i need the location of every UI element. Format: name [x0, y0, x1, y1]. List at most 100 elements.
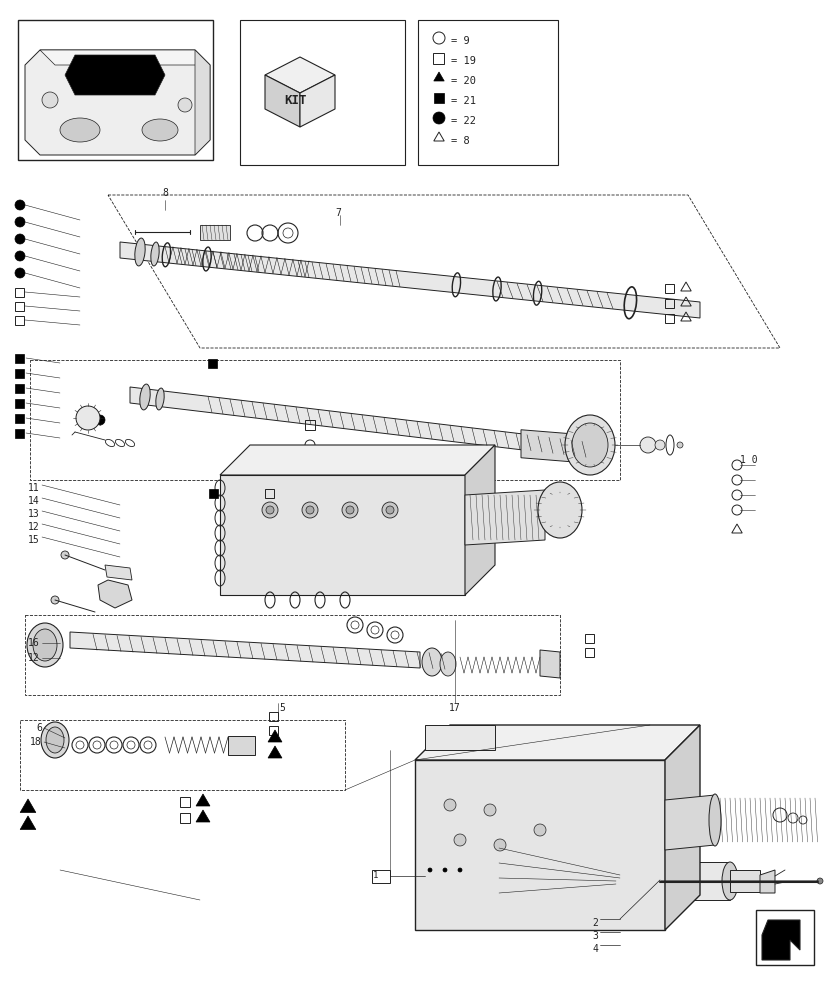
Polygon shape	[195, 50, 210, 155]
Text: = 9: = 9	[451, 36, 469, 46]
Text: = 8: = 8	[451, 136, 469, 146]
Polygon shape	[664, 795, 715, 850]
Circle shape	[533, 824, 545, 836]
Polygon shape	[196, 794, 210, 806]
Polygon shape	[227, 736, 255, 755]
Polygon shape	[424, 725, 495, 750]
Polygon shape	[433, 72, 443, 81]
Text: 13: 13	[28, 509, 40, 519]
Circle shape	[816, 878, 822, 884]
Polygon shape	[414, 760, 664, 930]
Circle shape	[676, 442, 682, 448]
Polygon shape	[433, 93, 443, 103]
Polygon shape	[120, 242, 699, 318]
Ellipse shape	[571, 423, 607, 467]
Polygon shape	[40, 50, 210, 65]
Circle shape	[15, 268, 25, 278]
Ellipse shape	[654, 440, 664, 450]
Ellipse shape	[46, 727, 64, 753]
Polygon shape	[20, 816, 36, 830]
Polygon shape	[729, 870, 759, 892]
Polygon shape	[16, 368, 25, 377]
Polygon shape	[16, 383, 25, 392]
Polygon shape	[265, 75, 299, 127]
Ellipse shape	[721, 862, 737, 900]
Ellipse shape	[422, 648, 442, 676]
Circle shape	[489, 888, 499, 898]
Text: = 21: = 21	[451, 96, 476, 106]
Circle shape	[15, 234, 25, 244]
Ellipse shape	[141, 119, 178, 141]
Circle shape	[95, 415, 105, 425]
Text: KIT: KIT	[284, 94, 306, 106]
Circle shape	[346, 506, 354, 514]
Polygon shape	[25, 50, 210, 155]
Text: = 22: = 22	[451, 116, 476, 126]
Ellipse shape	[151, 242, 159, 266]
Circle shape	[51, 596, 59, 604]
Text: 7: 7	[335, 208, 341, 218]
Circle shape	[61, 551, 69, 559]
Circle shape	[428, 868, 432, 872]
Polygon shape	[200, 225, 230, 240]
Circle shape	[443, 799, 456, 811]
Polygon shape	[16, 414, 25, 422]
Ellipse shape	[611, 871, 624, 891]
Bar	[755, 910, 813, 965]
Bar	[240, 20, 404, 165]
Circle shape	[302, 502, 318, 518]
Text: = 19: = 19	[451, 56, 476, 66]
Text: = 20: = 20	[451, 76, 476, 86]
Ellipse shape	[155, 388, 164, 410]
Text: 12: 12	[28, 653, 40, 663]
Bar	[18, 20, 213, 160]
Text: 12: 12	[28, 522, 40, 532]
Circle shape	[381, 502, 398, 518]
Circle shape	[442, 868, 447, 872]
Circle shape	[178, 98, 192, 112]
Text: 14: 14	[28, 496, 40, 506]
Text: 17: 17	[448, 703, 461, 713]
Polygon shape	[196, 810, 210, 822]
Circle shape	[261, 502, 278, 518]
Text: 4: 4	[591, 944, 597, 954]
Polygon shape	[664, 725, 699, 930]
Polygon shape	[220, 445, 495, 475]
Polygon shape	[130, 387, 590, 458]
Ellipse shape	[60, 118, 100, 142]
Text: 16: 16	[28, 638, 40, 648]
Ellipse shape	[564, 415, 614, 475]
Circle shape	[15, 251, 25, 261]
Text: 11: 11	[28, 483, 40, 493]
Polygon shape	[98, 580, 131, 608]
Ellipse shape	[626, 867, 643, 895]
Polygon shape	[539, 650, 559, 678]
Polygon shape	[65, 55, 165, 95]
Circle shape	[42, 92, 58, 108]
Polygon shape	[16, 428, 25, 438]
Polygon shape	[208, 359, 218, 367]
Ellipse shape	[27, 623, 63, 667]
Text: 15: 15	[28, 535, 40, 545]
Polygon shape	[268, 730, 282, 742]
Ellipse shape	[76, 406, 100, 430]
Circle shape	[489, 843, 499, 853]
Circle shape	[385, 506, 394, 514]
Polygon shape	[209, 488, 218, 497]
Polygon shape	[20, 799, 36, 812]
Polygon shape	[465, 445, 495, 595]
Polygon shape	[268, 746, 282, 758]
Polygon shape	[265, 57, 335, 93]
Circle shape	[15, 217, 25, 227]
Text: 8: 8	[162, 188, 168, 198]
Ellipse shape	[140, 384, 150, 410]
Polygon shape	[220, 475, 465, 595]
Bar	[418, 20, 557, 165]
Ellipse shape	[33, 629, 57, 661]
Polygon shape	[465, 490, 544, 545]
Ellipse shape	[41, 722, 69, 758]
Circle shape	[489, 873, 499, 883]
Polygon shape	[520, 430, 571, 462]
Polygon shape	[761, 920, 799, 960]
Circle shape	[433, 112, 444, 124]
